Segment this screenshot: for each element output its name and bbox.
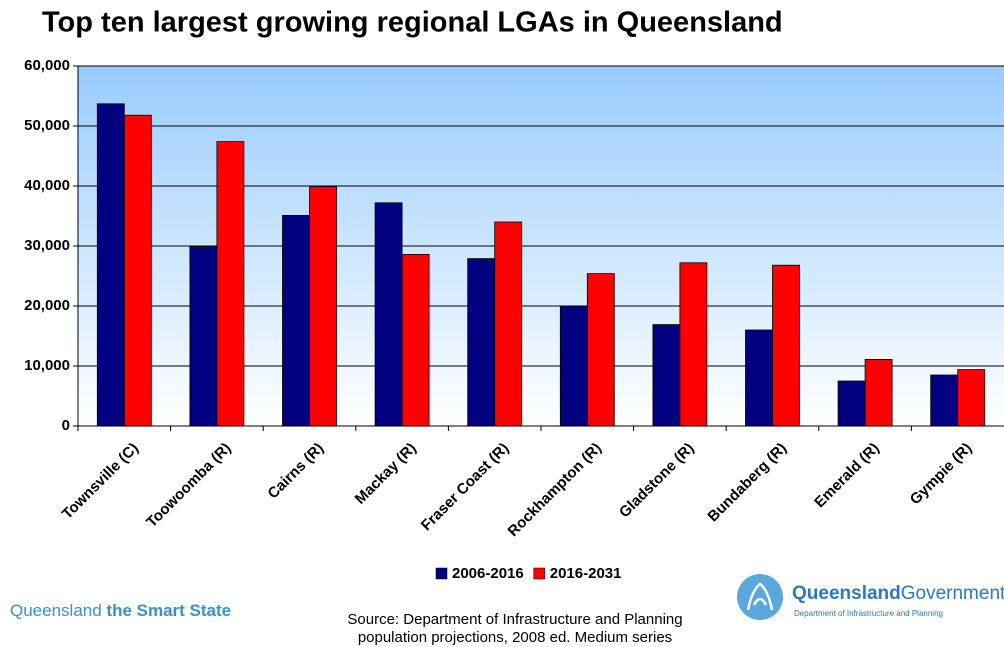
y-tick-label: 10,000 [24, 357, 70, 374]
bar [309, 186, 337, 427]
x-tick-label: Toowoomba (R) [143, 440, 234, 531]
legend-label: 2006-2016 [452, 565, 524, 582]
y-tick-label: 20,000 [24, 297, 70, 314]
bar [374, 202, 403, 427]
x-tick-label: Mackay (R) [352, 440, 420, 508]
x-tick-label: Townsville (C) [59, 440, 142, 523]
bar [837, 380, 866, 427]
bar [957, 369, 986, 427]
bar [864, 358, 893, 427]
bar [282, 214, 310, 427]
y-tick-label: 40,000 [24, 177, 70, 194]
bar [930, 374, 959, 427]
slogan-bold: the Smart State [106, 601, 231, 620]
source-line: Source: Department of Infrastructure and… [347, 611, 682, 628]
source-line: population projections, 2008 ed. Medium … [358, 629, 672, 646]
legend-swatch [533, 567, 545, 580]
slogan-plain: Queensland [10, 601, 102, 620]
legend-swatch [435, 567, 448, 580]
x-tick-label: Rockhampton (R) [505, 440, 605, 540]
bar [467, 258, 496, 427]
bar [494, 221, 523, 427]
bar [745, 329, 773, 427]
x-tick-label: Bundaberg (R) [704, 440, 790, 526]
logo-emblem [737, 574, 783, 620]
bar [679, 262, 708, 427]
bar [96, 103, 125, 427]
y-tick-label: 0 [62, 417, 70, 434]
legend-label: 2016-2031 [550, 565, 622, 582]
logo-name: QueenslandGovernment [792, 583, 1004, 604]
slogan: Queensland the Smart State [10, 601, 231, 620]
x-tick-label: Gladstone (R) [616, 440, 698, 522]
x-tick-label: Fraser Coast (R) [418, 440, 513, 535]
bar [772, 264, 800, 427]
y-tick-label: 50,000 [24, 117, 70, 134]
bar [586, 273, 615, 427]
logo-name-bold: Queensland [792, 583, 901, 604]
bar [652, 324, 681, 427]
bar [559, 305, 588, 427]
bar [189, 246, 218, 427]
logo: QueenslandGovernment Department of Infra… [737, 574, 1004, 620]
x-tick-label: Emerald (R) [811, 440, 883, 512]
x-tick-label: Gympie (R) [907, 440, 976, 509]
bar [401, 253, 430, 427]
y-tick-label: 60,000 [24, 57, 70, 74]
bar [123, 114, 152, 427]
chart-title: Top ten largest growing regional LGAs in… [42, 7, 783, 39]
bar [216, 141, 245, 427]
logo-emblem-detail [746, 582, 774, 611]
y-tick-label: 30,000 [24, 237, 70, 254]
logo-name-plain: Government [901, 583, 1004, 604]
x-tick-label: Cairns (R) [264, 440, 327, 503]
logo-department: Department of Infrastructure and Plannin… [794, 609, 943, 618]
